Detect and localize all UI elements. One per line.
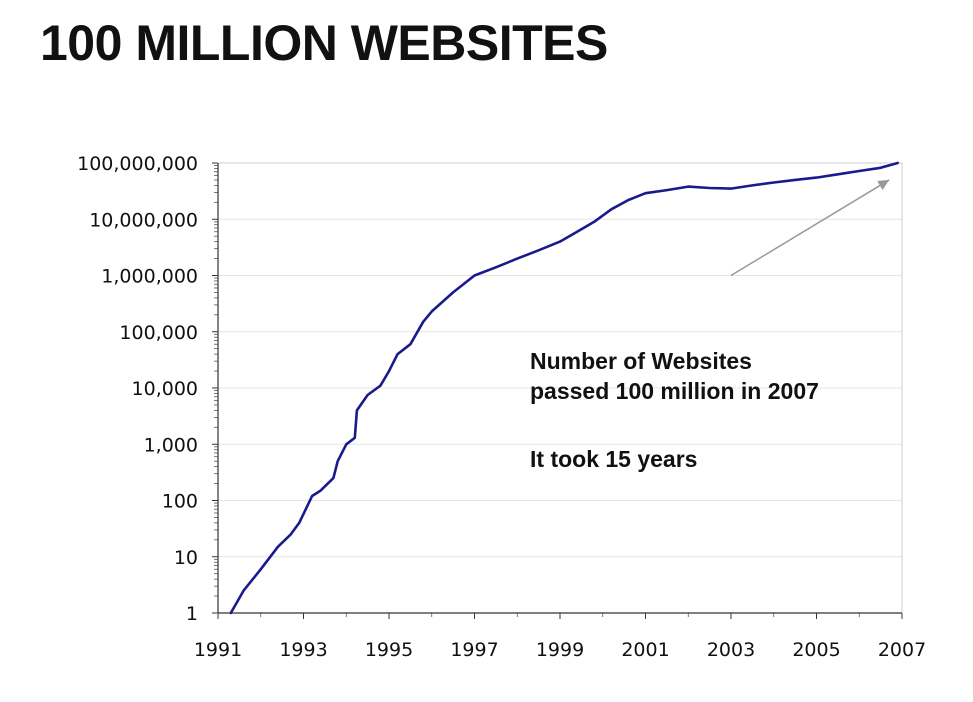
x-tick-label: 2001: [621, 639, 669, 661]
annotation-arrow: [730, 179, 890, 277]
x-tick-label: 2003: [707, 639, 755, 661]
annotation-text: Number of Websites passed 100 million in…: [530, 346, 819, 474]
series-layer: [229, 161, 900, 615]
y-tick-label: 1: [186, 603, 198, 625]
y-tick-label: 100,000: [119, 322, 198, 344]
annotation-line-3: [530, 406, 819, 444]
y-tick-label: 1,000: [144, 434, 198, 456]
axes: [212, 162, 903, 619]
annotation-line-4: It took 15 years: [530, 446, 698, 472]
y-tick-label: 100,000,000: [77, 153, 198, 175]
x-tick-labels: 1991 1993 1995 1997 1999 2001 2003 2005 2007: [194, 639, 926, 661]
annotation-line-1: Number of Websites: [530, 348, 752, 374]
x-tick-label: 1995: [365, 639, 413, 661]
x-tick-label: 1999: [536, 639, 584, 661]
y-tick-label: 10,000: [132, 378, 198, 400]
page-title: 100 MILLION WEBSITES: [40, 15, 608, 71]
annotation-arrow-group: [730, 179, 890, 277]
annotation-line-2: passed 100 million in 2007: [530, 378, 819, 404]
x-tick-label: 2005: [792, 639, 840, 661]
x-tick-label: 1997: [450, 639, 498, 661]
minor-ticks: [214, 165, 860, 617]
y-tick-label: 10,000,000: [89, 209, 198, 231]
y-tick-label: 10: [174, 547, 198, 569]
x-tick-label: 1991: [194, 639, 242, 661]
y-tick-labels: 1 10 100 1,000 10,000 100,000 1,000,000 10,000,…: [77, 153, 198, 625]
annotation-arrow-head: [877, 179, 890, 190]
y-tick-label: 1,000,000: [101, 266, 198, 288]
x-tick-label: 2007: [878, 639, 926, 661]
websites-series-line: [229, 161, 900, 615]
x-tick-label: 1993: [279, 639, 327, 661]
y-tick-label: 100: [162, 491, 198, 513]
